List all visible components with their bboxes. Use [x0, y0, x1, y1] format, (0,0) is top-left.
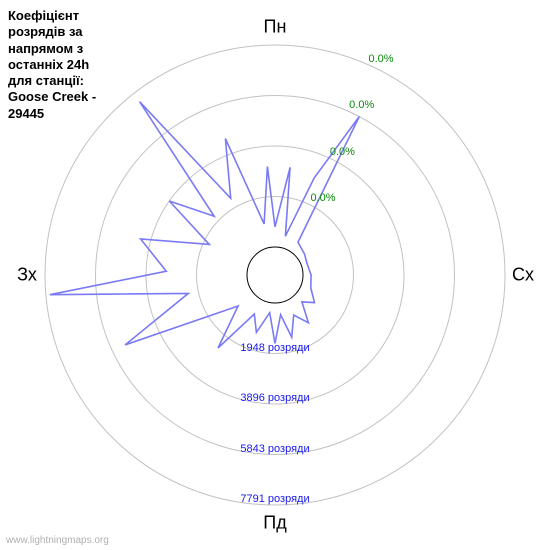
chart-title: Коефіцієнт розрядів за напрямом з останн… [8, 8, 96, 122]
percent-label: 0.0% [310, 192, 335, 204]
ring-value-label: 7791 розряди [240, 493, 309, 505]
percent-label: 0.0% [330, 146, 355, 158]
percent-label: 0.0% [368, 53, 393, 65]
data-polygon [50, 102, 359, 348]
polar-chart-container: Коефіцієнт розрядів за напрямом з останн… [0, 0, 550, 550]
ring-value-label: 1948 розряди [240, 342, 309, 354]
inner-circle [247, 247, 303, 303]
dir-label-north: Пн [264, 17, 287, 38]
footer-text: www.lightningmaps.org [6, 535, 109, 546]
dir-label-south: Пд [263, 513, 286, 534]
percent-label: 0.0% [349, 99, 374, 111]
ring-value-label: 3896 розряди [240, 392, 309, 404]
dir-label-west: Зх [17, 265, 37, 286]
ring-value-label: 5843 розряди [240, 443, 309, 455]
dir-label-east: Сх [512, 265, 534, 286]
